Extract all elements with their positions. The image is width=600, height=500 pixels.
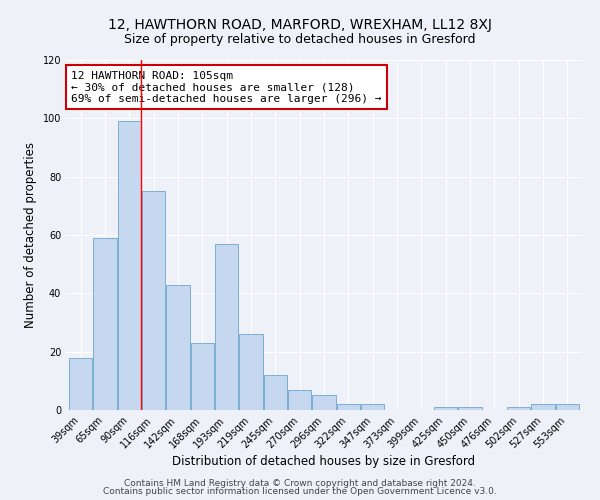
Bar (239, 334, 263, 410)
Bar (313, 396, 335, 410)
Bar (142, 192, 165, 410)
Bar (458, 407, 482, 410)
X-axis label: Distribution of detached houses by size in Gresford: Distribution of detached houses by size … (172, 456, 476, 468)
Bar (69, 358, 92, 410)
Bar (264, 375, 287, 410)
Bar (118, 122, 141, 410)
Bar (434, 407, 457, 410)
Bar (556, 404, 579, 410)
Bar (288, 390, 311, 410)
Bar (94, 238, 116, 410)
Bar (507, 407, 530, 410)
Text: 12 HAWTHORN ROAD: 105sqm
← 30% of detached houses are smaller (128)
69% of semi-: 12 HAWTHORN ROAD: 105sqm ← 30% of detach… (71, 70, 382, 104)
Bar (166, 284, 190, 410)
Y-axis label: Number of detached properties: Number of detached properties (24, 142, 37, 328)
Bar (337, 404, 360, 410)
Bar (191, 343, 214, 410)
Text: Size of property relative to detached houses in Gresford: Size of property relative to detached ho… (124, 32, 476, 46)
Text: Contains public sector information licensed under the Open Government Licence v3: Contains public sector information licen… (103, 487, 497, 496)
Bar (215, 244, 238, 410)
Text: 12, HAWTHORN ROAD, MARFORD, WREXHAM, LL12 8XJ: 12, HAWTHORN ROAD, MARFORD, WREXHAM, LL1… (108, 18, 492, 32)
Text: Contains HM Land Registry data © Crown copyright and database right 2024.: Contains HM Land Registry data © Crown c… (124, 478, 476, 488)
Bar (532, 404, 554, 410)
Bar (361, 404, 384, 410)
